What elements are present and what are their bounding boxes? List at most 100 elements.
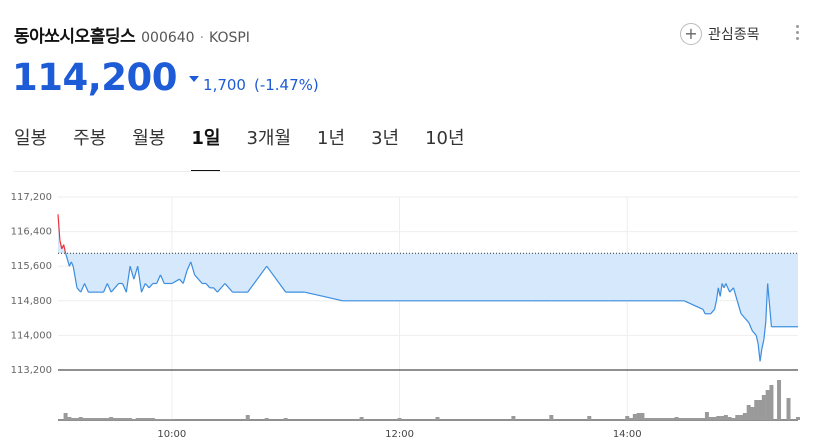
volume-bar [712, 417, 717, 420]
volume-bar [670, 418, 675, 420]
price-line-segment [304, 291, 324, 298]
volume-bar [112, 418, 117, 420]
price-line-segment [713, 300, 717, 310]
volume-bar [720, 416, 725, 420]
down-triangle-icon [189, 76, 200, 82]
favorite-label: 관심종목 [708, 27, 760, 43]
price-line-segment [70, 261, 74, 267]
price-line-segment [186, 261, 192, 271]
price-line-segment [129, 266, 135, 280]
y-tick-label: 115,600 [11, 261, 52, 272]
more-vertical-icon[interactable] [791, 25, 803, 45]
volume-bar [644, 418, 649, 420]
separator-dot: · [199, 30, 205, 46]
volume-bar [704, 412, 709, 420]
tab-1day[interactable]: 1일 [191, 124, 221, 172]
price-line-segment [710, 309, 715, 315]
price-line-segment [197, 278, 203, 284]
price-line-segment [757, 343, 761, 362]
volume-bar [685, 418, 690, 420]
stock-code: 000640 [141, 30, 195, 46]
price-line-segment [748, 322, 754, 332]
price-line-segment [110, 287, 116, 293]
volume-bar [693, 418, 698, 420]
volume-bar [651, 418, 656, 420]
tab-daily[interactable]: 일봉 [14, 128, 48, 149]
intraday-chart[interactable]: 117,200 116,400 115,600 114,800 114,000 113,2… [0, 180, 817, 443]
volume-bar [786, 398, 791, 420]
volume-bar [716, 416, 721, 420]
price-line-segment [759, 348, 763, 362]
price-line-segment [323, 295, 343, 302]
price-line-segment [247, 265, 268, 293]
price-line-segment [144, 283, 150, 289]
price-line-segment [725, 283, 729, 289]
price-line-segment [752, 330, 757, 336]
volume-bar [796, 417, 800, 420]
price-line-segment [744, 317, 750, 323]
tab-1year[interactable]: 1년 [317, 128, 346, 149]
price-line-segment [140, 283, 146, 293]
volume-bar [162, 419, 167, 420]
price-line-segment [732, 287, 738, 301]
price-line-segment [763, 322, 767, 340]
plus-icon: + [680, 23, 702, 45]
volume-bar [750, 407, 755, 420]
below-prev-close-area [58, 214, 798, 362]
volume-bar [678, 418, 683, 420]
company-name: 동아쏘시오홀딩스 [14, 27, 136, 47]
tab-3month[interactable]: 3개월 [246, 128, 292, 149]
price-line-segment [719, 283, 723, 297]
tab-monthly[interactable]: 월봉 [132, 128, 166, 149]
price-line-segment [190, 261, 196, 276]
stock-header: 동아쏘시오홀딩스 000640 · KOSPI [14, 22, 250, 52]
price-row: 114,200 1,700 (-1.47%) [12, 56, 319, 99]
volume-bar [135, 418, 140, 420]
tab-weekly[interactable]: 주봉 [73, 128, 107, 149]
volume-bar [67, 417, 72, 420]
volume-bar [86, 418, 91, 420]
volume-bar [640, 413, 645, 420]
x-tick-label: 12:00 [385, 429, 414, 440]
volume-bar [154, 419, 159, 420]
volume-bar [101, 418, 106, 420]
tab-3year[interactable]: 3년 [371, 128, 400, 149]
market-name: KOSPI [209, 30, 250, 46]
tab-10year[interactable]: 10년 [425, 128, 465, 149]
y-tick-label: 117,200 [11, 192, 52, 203]
volume-bar [150, 418, 155, 420]
volume-bar [701, 418, 706, 420]
volume-bar [765, 390, 770, 420]
price-line-segment [755, 335, 759, 345]
volume-bar [97, 418, 102, 420]
period-tabs: 일봉 주봉 월봉 1일 3개월 1년 3년 10년 [14, 124, 491, 172]
price-line-segment [133, 266, 139, 280]
volume-bar [629, 418, 634, 420]
volume-bar [659, 418, 664, 420]
volume-bar [90, 418, 95, 420]
price-line-segment [761, 339, 765, 349]
volume-bar [397, 418, 402, 420]
price-line-segment [84, 283, 89, 293]
volume-bar [697, 418, 702, 420]
tab-divider [14, 171, 800, 172]
price-line-segment [76, 287, 82, 293]
volume-bar [147, 418, 152, 420]
price-line-segment [715, 287, 719, 301]
volume-bar [264, 418, 269, 420]
price-line-segment [159, 274, 165, 284]
volume-bar [128, 418, 133, 420]
favorite-button[interactable]: + 관심종목 [680, 23, 760, 45]
y-tick-label: 114,000 [11, 330, 52, 341]
volume-bar [78, 417, 83, 420]
volume-bar [109, 417, 114, 420]
volume-bar [666, 418, 671, 420]
volume-bar [636, 413, 641, 420]
price-line-segment [765, 283, 769, 323]
volume-bar [689, 418, 694, 420]
volume-bar [632, 414, 637, 420]
price-line-segment [740, 313, 746, 319]
price-line-segment [194, 274, 199, 280]
volume-bar [708, 417, 713, 420]
price-line-segment [727, 287, 731, 293]
